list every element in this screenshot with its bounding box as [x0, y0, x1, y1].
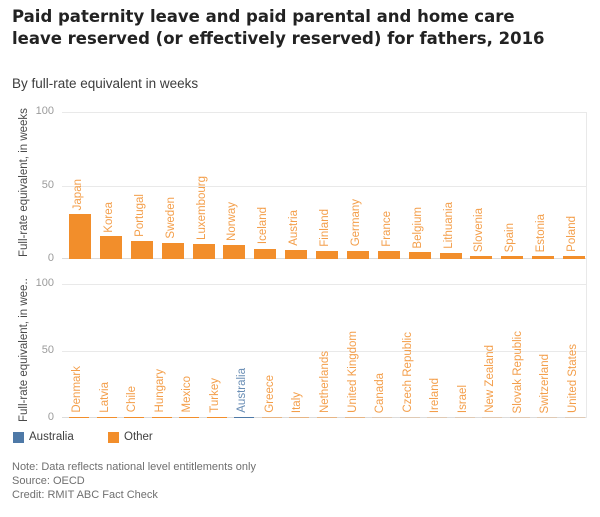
bar-label-belgium: Belgium — [411, 206, 424, 249]
bar-label-ireland: Ireland — [429, 377, 442, 413]
bar-luxembourg[interactable] — [192, 243, 215, 259]
bar-united-states[interactable] — [565, 417, 585, 418]
bar-label-sweden: Sweden — [164, 197, 177, 239]
gridline-100 — [62, 284, 587, 285]
bar-latvia[interactable] — [96, 416, 117, 418]
footer-note: Note: Data reflects national level entit… — [12, 461, 256, 473]
other-color-swatch — [108, 432, 119, 443]
bar-label-iceland: Iceland — [257, 207, 270, 245]
bar-label-czech-republic: Czech Republic — [401, 332, 414, 413]
bar-label-korea: Korea — [102, 201, 115, 233]
bar-slovenia[interactable] — [470, 255, 493, 259]
bar-switzerland[interactable] — [537, 417, 558, 418]
bar-label-israel: Israel — [456, 384, 469, 413]
bar-israel[interactable] — [454, 417, 475, 418]
page-title: Paid paternity leave and paid parental a… — [12, 7, 545, 48]
bar-italy[interactable] — [289, 417, 310, 418]
bar-label-denmark: Denmark — [71, 365, 83, 413]
gridline-50 — [62, 185, 587, 187]
y-tick-label-50: 50 — [41, 178, 54, 191]
bar-label-poland: Poland — [566, 216, 578, 253]
bar-portugal[interactable] — [130, 240, 153, 259]
bar-chile[interactable] — [124, 416, 145, 418]
bar-label-luxembourg: Luxembourg — [195, 175, 208, 240]
bar-label-france: France — [380, 211, 393, 248]
bar-label-united-kingdom: United Kingdom — [346, 331, 359, 413]
bar-japan[interactable] — [69, 214, 91, 259]
y-tick-label-100: 100 — [35, 105, 54, 117]
y-tick-label-100: 100 — [35, 277, 54, 289]
bar-new-zealand[interactable] — [482, 417, 503, 418]
legend-item-australia[interactable]: Australia — [13, 431, 103, 445]
y-tick-label-0: 0 — [47, 252, 54, 264]
bar-norway[interactable] — [223, 245, 246, 259]
bar-belgium[interactable] — [408, 252, 431, 259]
page-subtitle: By full-rate equivalent in weeks — [12, 76, 199, 91]
bar-hungary[interactable] — [151, 416, 172, 418]
bar-label-estonia: Estonia — [535, 213, 548, 253]
bar-netherlands[interactable] — [317, 417, 337, 418]
bar-turkey[interactable] — [206, 416, 227, 418]
bar-iceland[interactable] — [254, 248, 277, 259]
bar-australia[interactable] — [234, 416, 255, 418]
bar-korea[interactable] — [99, 236, 122, 259]
footer-source: Source: OECD — [12, 475, 85, 487]
bar-slovak-republic[interactable] — [509, 417, 530, 418]
bar-label-slovenia: Slovenia — [473, 207, 486, 252]
bar-lithuania[interactable] — [439, 253, 462, 259]
bar-united-kingdom[interactable] — [344, 417, 365, 418]
gridline-100 — [62, 112, 587, 113]
bar-label-italy: Italy — [291, 391, 304, 413]
bar-label-austria: Austria — [288, 210, 301, 247]
legend-label-other: Other — [124, 431, 153, 443]
bar-label-hungary: Hungary — [153, 369, 166, 413]
y-tick-label-50: 50 — [41, 344, 54, 356]
bar-label-united-states: United States — [567, 343, 579, 413]
bar-sweden[interactable] — [161, 242, 184, 259]
bar-label-netherlands: Netherlands — [319, 350, 331, 413]
bar-label-finland: Finland — [319, 208, 331, 247]
bar-label-switzerland: Switzerland — [539, 353, 552, 413]
bar-czech-republic[interactable] — [399, 417, 420, 418]
bar-label-spain: Spain — [504, 222, 517, 252]
bar-label-norway: Norway — [226, 202, 239, 242]
bar-finland[interactable] — [316, 250, 338, 259]
bar-label-latvia: Latvia — [98, 381, 111, 413]
bar-france[interactable] — [377, 251, 400, 259]
bar-mexico[interactable] — [179, 416, 200, 418]
bar-austria[interactable] — [285, 250, 308, 259]
gridline-50 — [62, 351, 587, 352]
bar-label-greece: Greece — [263, 375, 276, 413]
bar-estonia[interactable] — [532, 256, 555, 259]
bar-chart-bottom-panel: Denmark Latvia Chile Hungary Mexico Turkey Aus… — [62, 284, 587, 418]
bar-label-germany: Germany — [349, 199, 362, 247]
bar-label-turkey: Turkey — [208, 377, 221, 413]
bar-label-canada: Canada — [374, 372, 387, 413]
legend-label-australia: Australia — [29, 431, 74, 443]
bar-label-australia: Australia — [236, 368, 249, 413]
bar-canada[interactable] — [372, 417, 393, 418]
bar-label-lithuania: Lithuania — [442, 202, 455, 250]
bar-denmark[interactable] — [69, 416, 89, 418]
bar-spain[interactable] — [501, 255, 524, 259]
bar-label-portugal: Portugal — [133, 193, 146, 237]
legend-item-other[interactable]: Other — [108, 431, 178, 445]
y-tick-label-0: 0 — [47, 411, 54, 423]
bar-ireland[interactable] — [427, 417, 448, 418]
australia-color-swatch — [13, 432, 24, 443]
bar-label-japan: Japan — [72, 178, 84, 211]
bar-poland[interactable] — [563, 256, 585, 259]
bar-greece[interactable] — [261, 417, 282, 418]
bar-label-mexico: Mexico — [181, 376, 194, 413]
bar-label-new-zealand: New Zealand — [484, 345, 497, 413]
bar-label-slovak-republic: Slovak Republic — [511, 330, 524, 413]
footer-credit: Credit: RMIT ABC Fact Check — [12, 489, 158, 501]
bar-label-chile: Chile — [126, 386, 139, 413]
footer-notes: Note: Data reflects national level entit… — [12, 460, 256, 502]
bar-germany[interactable] — [346, 250, 369, 259]
bar-chart-top-panel: Japan Korea Portugal Sweden Luxembourg Norway… — [62, 112, 587, 259]
plot-right-border — [586, 112, 587, 418]
